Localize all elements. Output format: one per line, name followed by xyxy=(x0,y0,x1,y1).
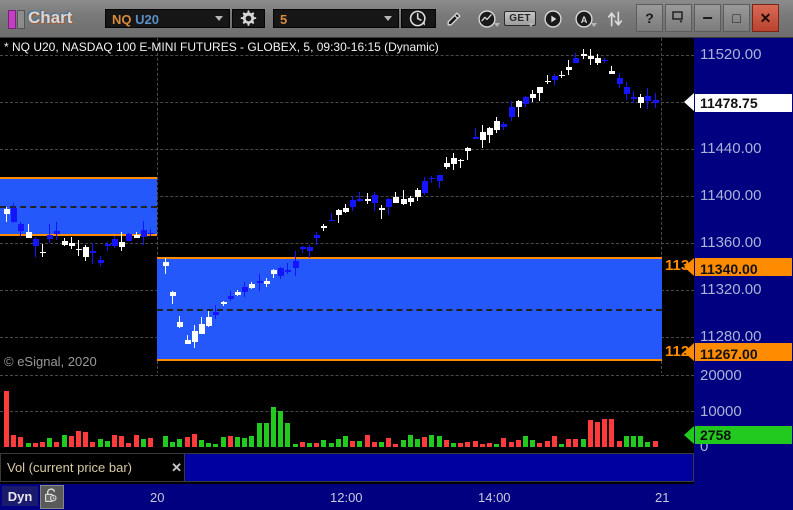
svg-text:A: A xyxy=(581,14,588,24)
